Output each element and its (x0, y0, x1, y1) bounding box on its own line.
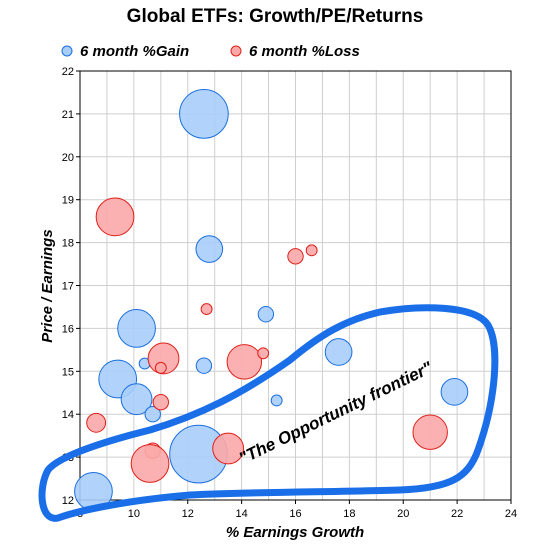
loss-bubble (95, 197, 135, 237)
legend-marker-loss (230, 45, 242, 57)
y-tick-label: 17 (62, 281, 74, 293)
legend: 6 month %Gain 6 month %Loss (61, 43, 360, 60)
loss-bubble (257, 347, 270, 360)
y-tick-label: 14 (62, 409, 74, 421)
y-tick-label: 16 (62, 323, 74, 335)
data-points (74, 89, 469, 511)
x-axis-label: % Earnings Growth (226, 524, 364, 541)
y-tick-label: 19 (62, 195, 74, 207)
x-tick-label: 20 (397, 508, 409, 520)
y-axis-label: Price / Earnings (39, 229, 56, 342)
x-tick-label: 10 (128, 508, 140, 520)
x-tick-label: 16 (289, 508, 301, 520)
y-tick-label: 20 (62, 152, 74, 164)
x-tick-label: 24 (505, 508, 517, 520)
gain-bubble (195, 235, 224, 263)
loss-bubble (200, 303, 213, 316)
gain-bubble (195, 357, 213, 374)
gain-bubble (120, 383, 153, 416)
loss-bubble (86, 412, 107, 433)
gain-bubble (257, 306, 275, 323)
loss-bubble (412, 414, 448, 450)
gain-bubble (324, 338, 353, 366)
gain-bubble (270, 394, 283, 407)
loss-bubble (212, 432, 245, 465)
y-tick-label: 15 (62, 366, 74, 378)
loss-bubble (226, 344, 263, 380)
gain-bubble (144, 406, 161, 423)
y-tick-label: 22 (62, 66, 74, 78)
legend-label-loss: 6 month %Loss (249, 43, 360, 60)
loss-bubble (152, 393, 170, 411)
x-tick-label: 18 (343, 508, 355, 520)
loss-bubble (305, 244, 318, 257)
y-tick-label: 12 (62, 495, 74, 507)
chart-title: Global ETFs: Growth/PE/Returns (127, 6, 424, 27)
loss-bubble (287, 248, 304, 265)
legend-label-gain: 6 month %Gain (80, 43, 189, 60)
y-tick-label: 18 (62, 238, 74, 250)
x-tick-label: 22 (451, 508, 463, 520)
y-tick-label: 21 (62, 109, 74, 121)
x-tick-label: 14 (236, 508, 248, 520)
gain-bubble (179, 89, 229, 139)
loss-bubble (154, 361, 167, 374)
x-tick-label: 12 (182, 508, 194, 520)
loss-bubble (130, 444, 170, 483)
gain-bubble (440, 378, 469, 406)
gain-bubble (117, 309, 156, 348)
legend-marker-gain (61, 45, 73, 57)
opportunity-frontier-outline (38, 304, 499, 522)
